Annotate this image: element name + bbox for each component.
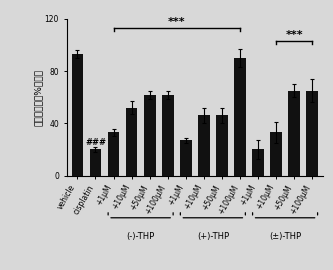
Bar	[180, 140, 192, 176]
Bar	[126, 108, 138, 176]
Bar	[108, 132, 120, 176]
Bar	[90, 149, 101, 176]
Bar	[198, 116, 210, 176]
Text: (-)-THP: (-)-THP	[127, 232, 155, 241]
Bar	[162, 94, 173, 176]
Text: ###: ###	[85, 138, 106, 147]
Text: ***: ***	[168, 17, 185, 27]
Bar	[72, 54, 83, 176]
Bar	[252, 149, 264, 176]
Bar	[288, 91, 300, 176]
Bar	[270, 132, 282, 176]
Bar	[216, 116, 228, 176]
Text: ***: ***	[285, 31, 303, 40]
Bar	[234, 58, 246, 176]
Y-axis label: 细胞存活率（%对照）: 细胞存活率（%对照）	[34, 69, 43, 126]
Text: (+)-THP: (+)-THP	[197, 232, 229, 241]
Text: (±)-THP: (±)-THP	[269, 232, 301, 241]
Bar	[306, 91, 318, 176]
Bar	[144, 94, 156, 176]
